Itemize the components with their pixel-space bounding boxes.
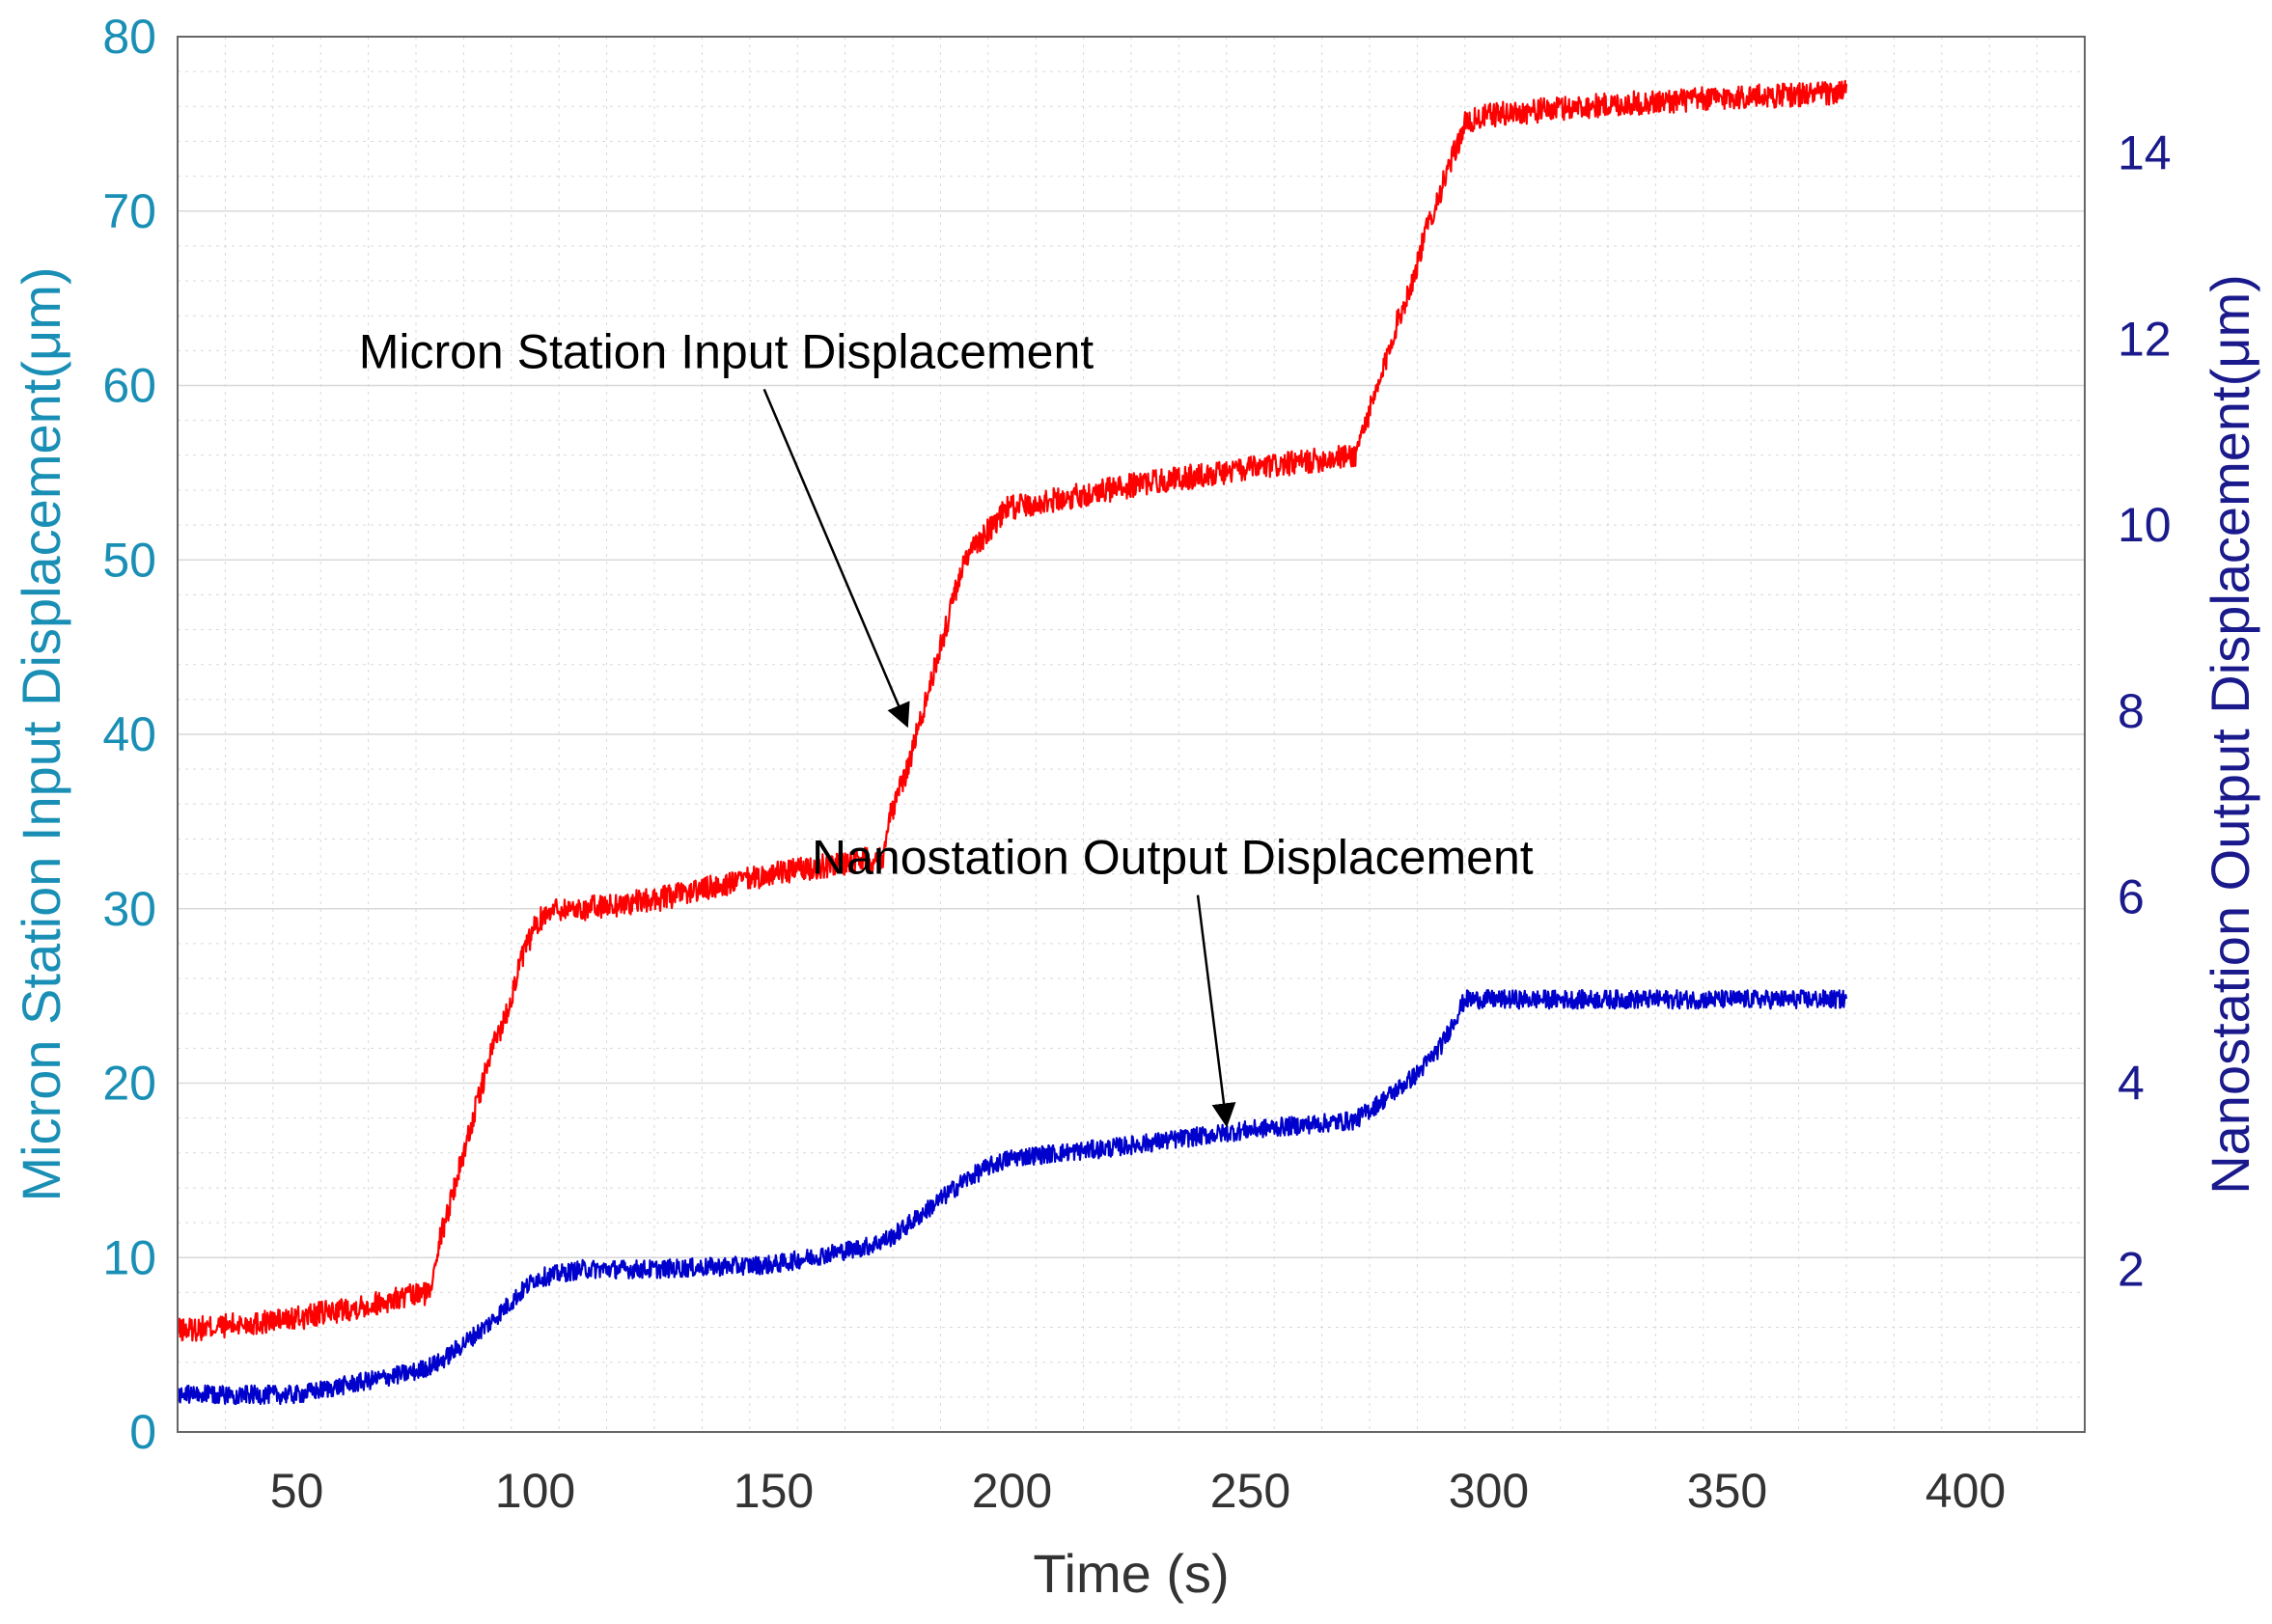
- right-y-tick-label: 6: [2118, 870, 2145, 924]
- left-y-tick-label: 20: [102, 1057, 156, 1111]
- tick-labels: 50 100 150 200 250 300 350 400 0 10 20 30 40 50 60 70 80…: [102, 10, 2171, 1518]
- grid-lines: [177, 36, 2086, 1433]
- left-axis-title: Micron Station Input Displacement(μm): [11, 266, 71, 1201]
- right-axis-title: Nanostation Output Displacement(μm): [2200, 274, 2260, 1195]
- right-y-tick-label: 12: [2118, 312, 2172, 366]
- x-tick-label: 150: [734, 1464, 814, 1518]
- annotation-arrow: [762, 388, 910, 729]
- right-y-tick-label: 10: [2118, 498, 2172, 552]
- right-y-tick-label: 4: [2118, 1057, 2145, 1111]
- annotation-label: Nanostation Output Displacement: [812, 831, 1534, 885]
- x-tick-label: 100: [495, 1464, 575, 1518]
- left-y-tick-label: 60: [102, 359, 156, 413]
- x-tick-label: 300: [1449, 1464, 1529, 1518]
- annotations: Micron Station Input Displacement Nanosta…: [359, 324, 1534, 1128]
- annotation-label: Micron Station Input Displacement: [359, 324, 1094, 378]
- right-y-tick-label: 8: [2118, 684, 2145, 738]
- right-y-tick-label: 14: [2118, 126, 2172, 180]
- x-tick-label: 200: [972, 1464, 1052, 1518]
- left-y-tick-label: 50: [102, 533, 156, 587]
- left-y-tick-label: 30: [102, 882, 156, 936]
- x-tick-label: 350: [1687, 1464, 1767, 1518]
- left-y-tick-label: 40: [102, 707, 156, 761]
- left-y-tick-label: 70: [102, 184, 156, 238]
- x-tick-label: 250: [1210, 1464, 1290, 1518]
- x-axis-title: Time (s): [1033, 1543, 1229, 1604]
- plot-frame: [177, 36, 2086, 1433]
- annotation-arrow: [1196, 895, 1236, 1128]
- left-y-tick-label: 0: [129, 1405, 156, 1459]
- x-tick-label: 50: [270, 1464, 324, 1518]
- left-y-tick-label: 80: [102, 10, 156, 64]
- x-tick-label: 400: [1926, 1464, 2006, 1518]
- input-displacement-line: [176, 79, 1848, 1342]
- right-y-tick-label: 2: [2118, 1242, 2145, 1296]
- series-layer: [176, 79, 1848, 1406]
- output-displacement-line: [176, 989, 1848, 1406]
- left-y-tick-label: 10: [102, 1230, 156, 1284]
